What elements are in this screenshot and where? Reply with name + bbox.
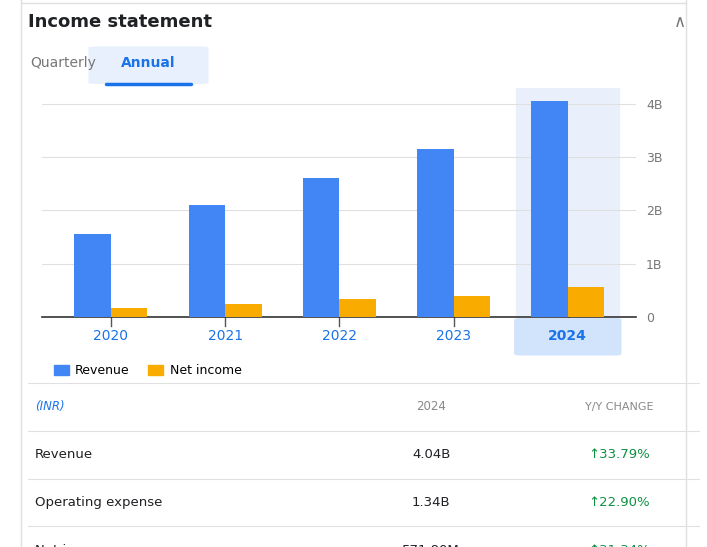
Text: 2022: 2022 [322,329,357,344]
Legend: Revenue, Net income: Revenue, Net income [49,359,247,382]
Bar [189,205,225,317]
Text: Income statement: Income statement [28,13,212,31]
Text: ↑33.79%: ↑33.79% [588,448,650,461]
Bar [454,296,490,317]
Bar [111,307,148,317]
Bar [531,101,568,317]
Bar [74,235,111,317]
Text: 4.04B: 4.04B [412,448,450,461]
Text: 1.34B: 1.34B [412,496,450,509]
Text: Net income: Net income [35,544,112,547]
Text: Annual: Annual [121,56,176,71]
Text: Quarterly: Quarterly [30,56,97,71]
Text: 2024: 2024 [549,329,588,344]
Text: 2023: 2023 [436,329,471,344]
Text: (INR): (INR) [35,400,64,414]
Text: Y/Y CHANGE: Y/Y CHANGE [585,402,653,412]
Text: ∧: ∧ [674,13,686,31]
FancyBboxPatch shape [514,318,621,356]
Bar [303,178,339,317]
FancyBboxPatch shape [88,46,209,84]
Bar [417,149,454,317]
Bar [516,88,619,317]
Text: Operating expense: Operating expense [35,496,163,509]
Text: 2020: 2020 [93,329,129,344]
Bar [225,304,262,317]
Text: 2024: 2024 [416,400,446,414]
Bar [568,287,604,317]
Text: ↑31.34%: ↑31.34% [588,544,650,547]
Text: 571.80M: 571.80M [402,544,460,547]
Text: Revenue: Revenue [35,448,93,461]
Text: 2021: 2021 [208,329,243,344]
Bar [339,299,376,317]
Text: ↑22.90%: ↑22.90% [588,496,650,509]
